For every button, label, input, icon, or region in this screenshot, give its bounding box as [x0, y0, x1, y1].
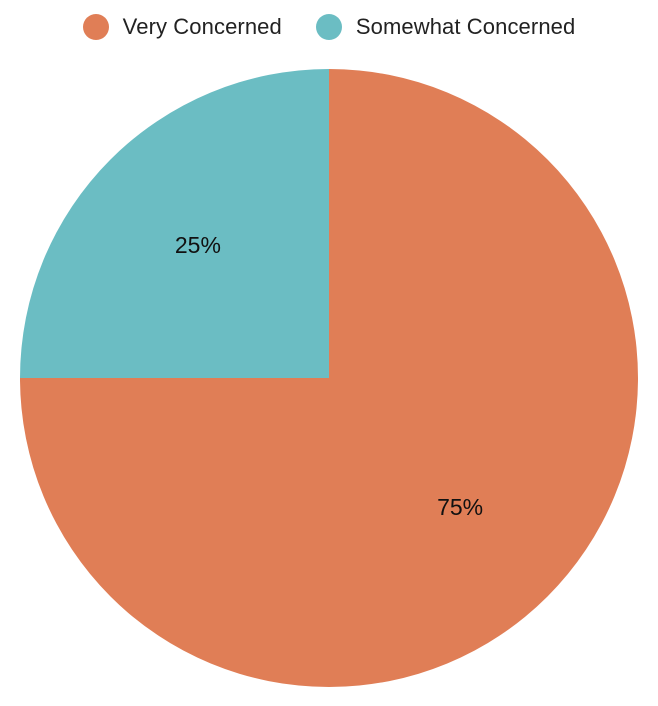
slice-label-somewhat-concerned: 25%: [175, 232, 221, 258]
legend-label-somewhat-concerned: Somewhat Concerned: [355, 14, 576, 39]
pie-slice-somewhat-concerned[interactable]: [20, 69, 329, 378]
legend-label-very-concerned: Very Concerned: [122, 14, 282, 39]
legend-item-very-concerned[interactable]: Very Concerned: [82, 14, 282, 40]
legend-item-somewhat-concerned[interactable]: Somewhat Concerned: [315, 14, 576, 40]
slice-label-very-concerned: 75%: [437, 494, 483, 520]
chart-legend: Very Concerned Somewhat Concerned: [0, 14, 658, 40]
legend-swatch-very-concerned: [82, 14, 109, 40]
legend-swatch-somewhat-concerned: [315, 14, 342, 40]
